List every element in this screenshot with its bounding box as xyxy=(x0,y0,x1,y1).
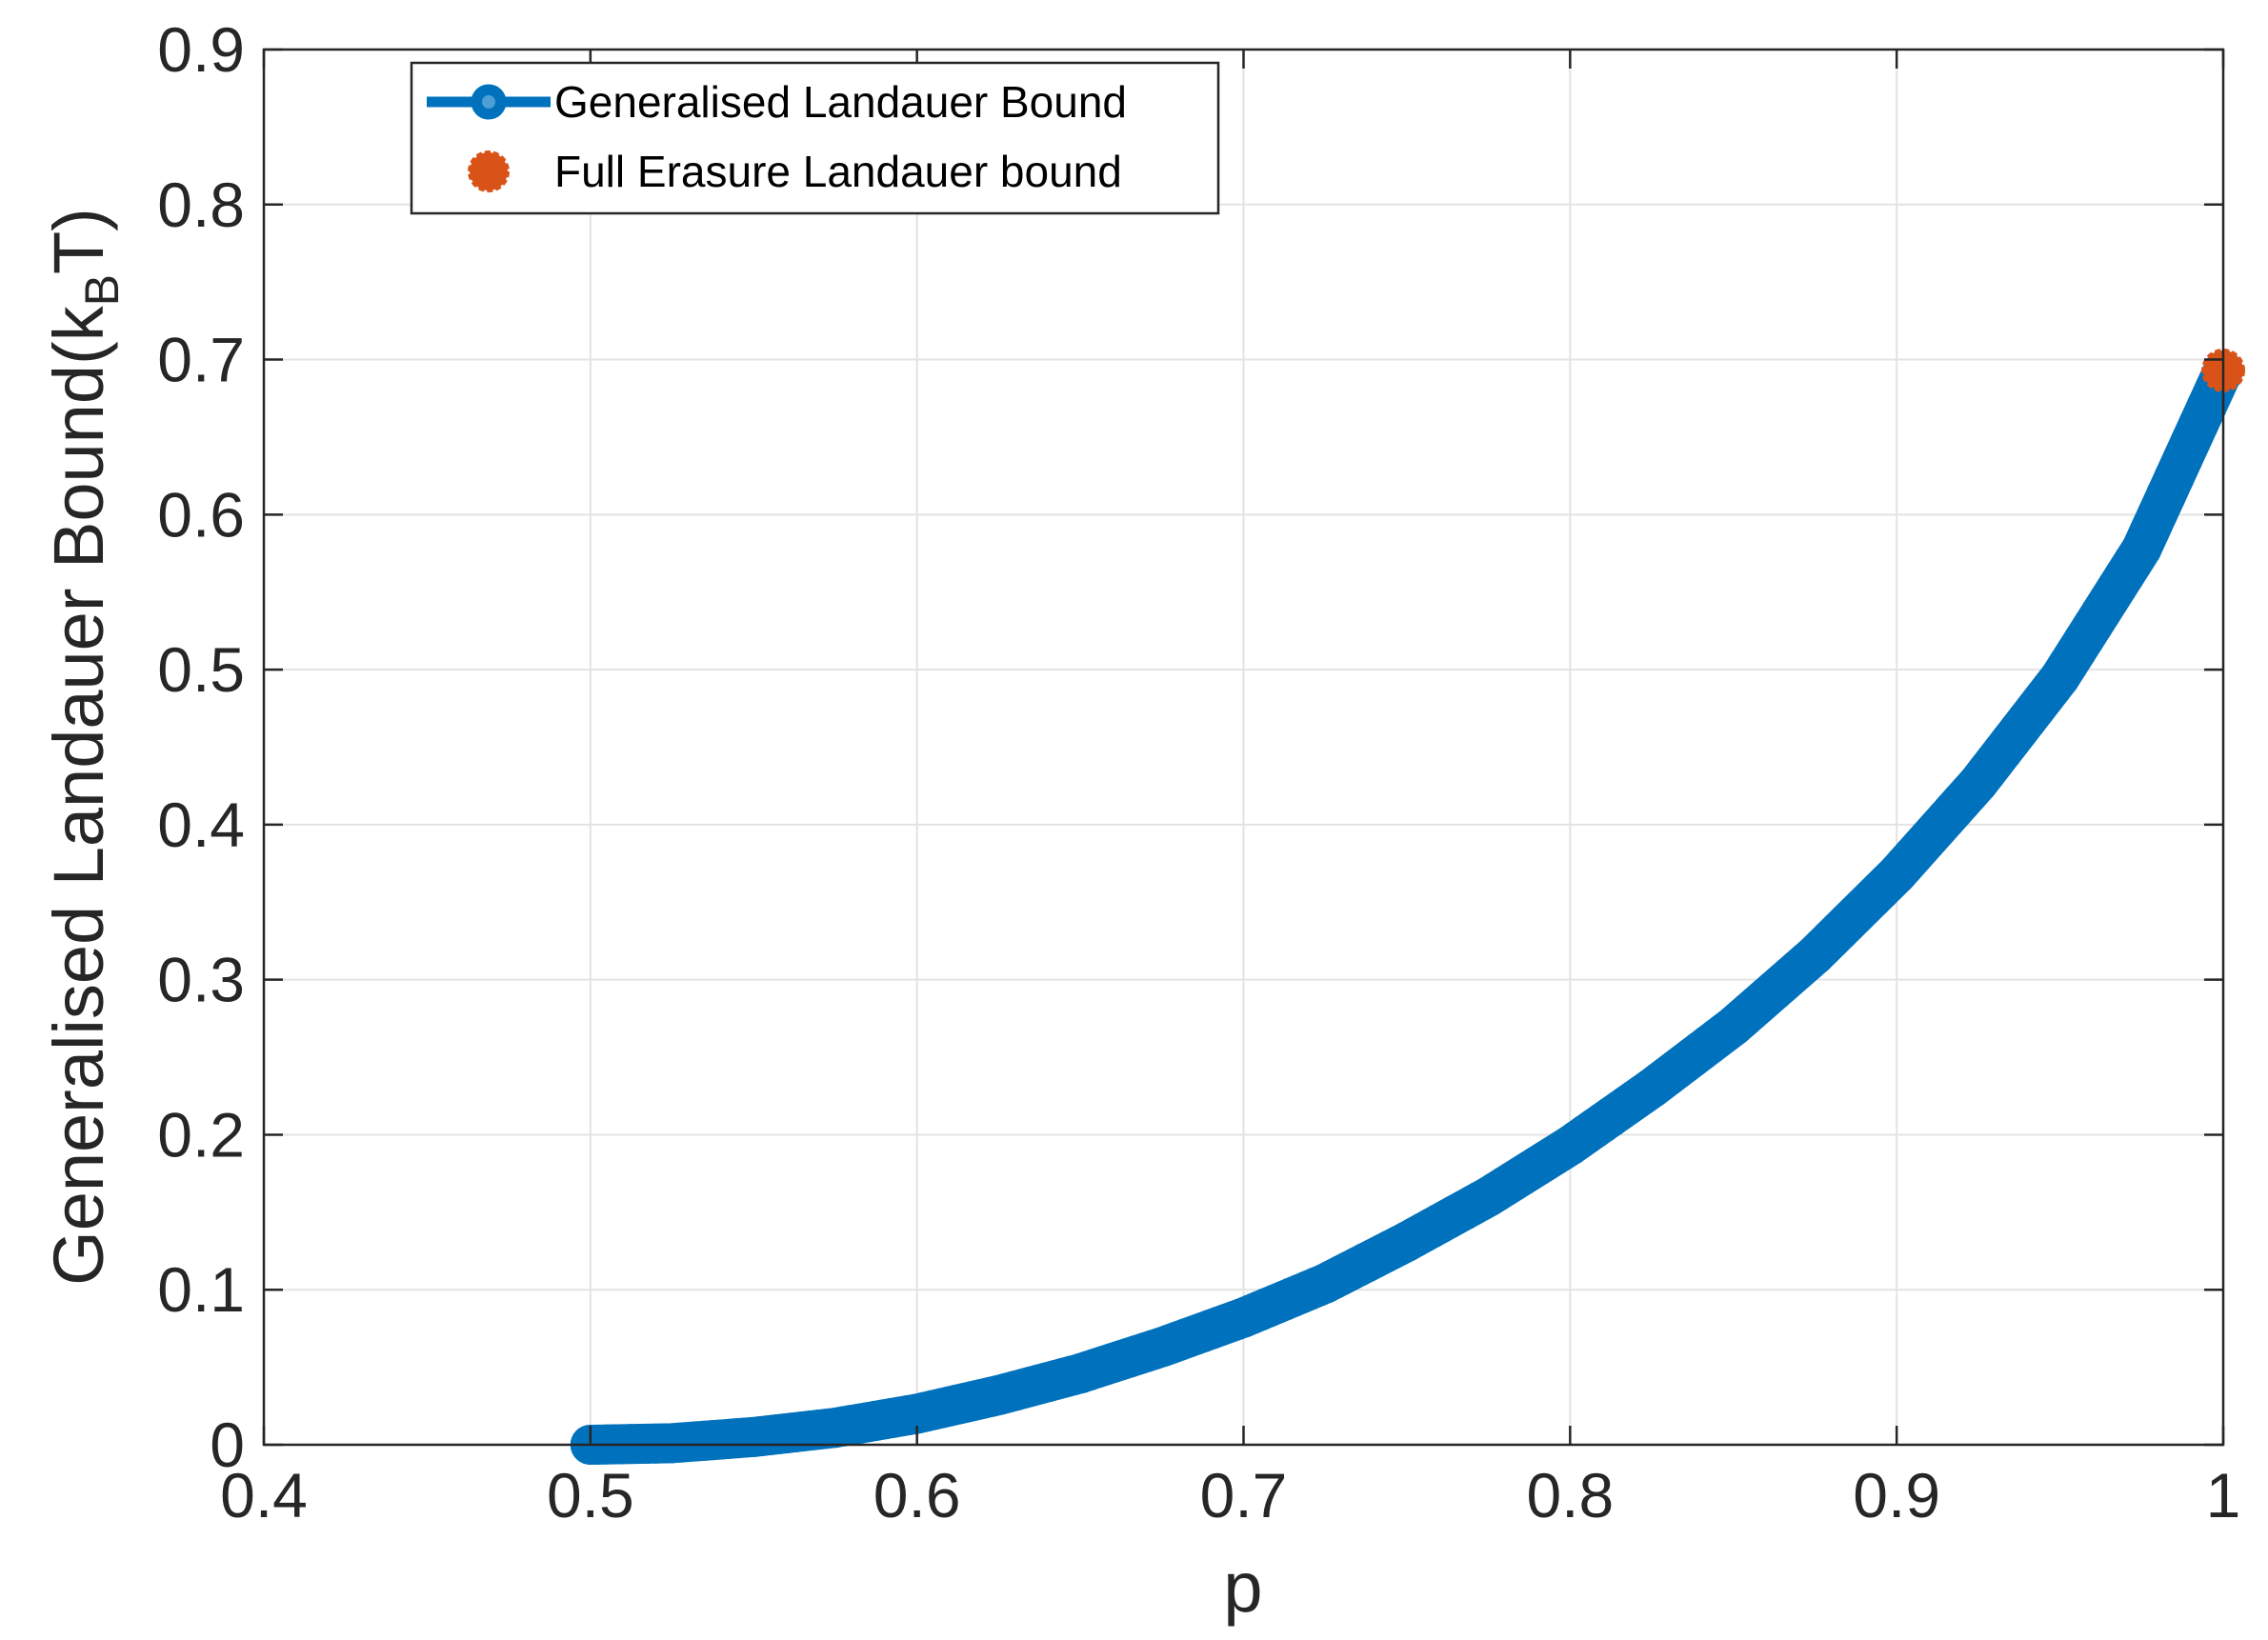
y-axis-label-main: Generalised Landauer Bound(k xyxy=(39,305,118,1285)
x-tick-label: 1 xyxy=(2206,1460,2241,1530)
legend: Generalised Landauer Bound Full Erasure … xyxy=(410,61,1220,215)
x-tick-label: 0.7 xyxy=(1200,1460,1288,1530)
y-tick-label: 0.6 xyxy=(157,479,245,550)
y-axis-label-tail: T) xyxy=(39,208,118,274)
x-tick-label: 0.4 xyxy=(220,1460,308,1530)
x-tick-label: 0.9 xyxy=(1853,1460,1940,1530)
x-tick-label: 0.8 xyxy=(1526,1460,1614,1530)
y-tick-label: 0.9 xyxy=(157,14,245,85)
legend-marker-full-erasure xyxy=(468,150,510,192)
x-axis-label: p xyxy=(1223,1548,1262,1627)
y-tick-label: 0.3 xyxy=(157,945,245,1015)
legend-marker-generalised-inner xyxy=(482,95,495,109)
legend-label-full-erasure: Full Erasure Landauer bound xyxy=(554,147,1122,196)
y-axis-label-subscript: B xyxy=(75,274,129,306)
y-tick-label: 0.5 xyxy=(157,634,245,705)
legend-box xyxy=(410,61,1220,215)
x-tick-label: 0.6 xyxy=(873,1460,961,1530)
y-axis-label: Generalised Landauer Bound(kBT) xyxy=(39,208,129,1286)
y-tick-label: 0.8 xyxy=(157,170,245,240)
y-tick-label: 0 xyxy=(210,1410,245,1480)
y-tick-label: 0.1 xyxy=(157,1254,245,1325)
series-layer xyxy=(570,348,2245,1465)
y-tick-label: 0.4 xyxy=(157,790,245,860)
axis-ticks: 0.4 0.5 0.6 0.7 0.8 0.9 1 0 0.1 0.2 0.3 0.4 0.5 0.6 0.… xyxy=(157,14,2240,1530)
legend-label-generalised: Generalised Landauer Bound xyxy=(554,77,1127,127)
x-tick-label: 0.5 xyxy=(547,1460,634,1530)
y-tick-label: 0.2 xyxy=(157,1099,245,1170)
y-tick-label: 0.7 xyxy=(157,325,245,395)
